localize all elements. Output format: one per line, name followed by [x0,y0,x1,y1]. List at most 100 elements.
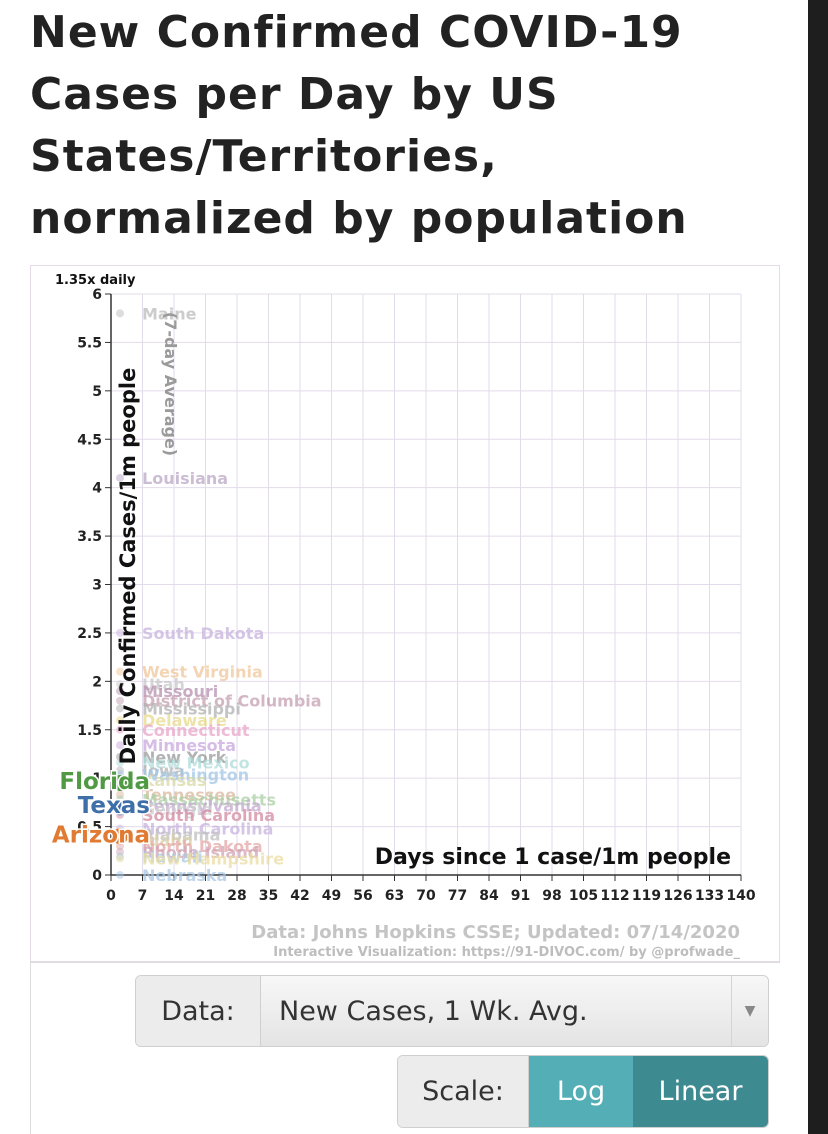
series-label: Louisiana [142,469,228,488]
y-tick-label: 5.5 [77,335,102,351]
series-label: Connecticut [142,721,250,740]
series-point [112,775,128,792]
divider [30,962,31,1134]
scrollbar[interactable] [808,0,828,1134]
x-tick-label: 140 [726,888,755,904]
series-label: New Mexico [142,754,250,773]
series-point [116,667,124,676]
series-label: Arizona [52,822,150,848]
chart-svg: 0 7 14 21 28 35 42 49 56 63 70 77 84 91 98 105 112 119 126… [50,273,756,960]
x-tick-label: 105 [569,888,598,904]
page-title: New Confirmed COVID-19 Cases per Day by … [30,7,688,244]
series-label: Idaho [142,831,193,850]
x-tick-label: 91 [511,888,530,904]
series-label: Minnesota [142,736,236,755]
y-tick-label: 3.5 [77,529,102,545]
series-point [112,799,128,816]
data-label: Data: [136,976,261,1046]
y-tick-label: 5 [92,384,102,400]
series-label: New York [142,748,227,767]
scale-selector: Scale: Log Linear [397,1055,769,1128]
data-selector[interactable]: Data: New Cases, 1 Wk. Avg. ▼ [135,975,769,1047]
series-label: South Carolina [142,806,275,825]
x-tick-label: 49 [322,888,341,904]
series-label: Georgia [142,800,213,819]
y-tick-label: 3 [92,578,102,594]
x-tick-label: 35 [259,888,278,904]
divider [30,962,780,963]
series-label: District of Columbia [142,692,322,711]
x-tick-label: 56 [353,888,372,904]
x-tick-label: 98 [542,888,561,904]
series-point [116,716,124,725]
source-note: Data: Johns Hopkins CSSE; Updated: 07/14… [251,922,740,943]
data-select-value: New Cases, 1 Wk. Avg. [279,995,588,1027]
corner-label: 1.35x daily [55,273,136,288]
series-label: South Dakota [142,624,264,643]
series-point [116,309,124,318]
series-label: Alabama [142,825,220,844]
grid [110,293,742,876]
linear-scale-button[interactable]: Linear [633,1056,768,1127]
y-tick-label: 2 [92,674,102,690]
data-select[interactable]: New Cases, 1 Wk. Avg. ▼ [261,976,768,1046]
series-point [116,871,124,879]
series-point [116,854,124,863]
chevron-down-icon[interactable]: ▼ [731,976,768,1046]
series-label: Delaware [142,711,227,730]
series-label: New Hampshire [142,850,284,869]
y-tick-label: 0.5 [77,820,102,836]
series-label: Nebraska [142,866,227,885]
series-label: Texas [78,793,150,819]
axes: 0 7 14 21 28 35 42 49 56 63 70 77 84 91 98 105 112 119 126… [77,287,756,904]
x-tick-label: 0 [106,888,116,904]
x-axis-label: Days since 1 case/1m people [375,845,731,870]
y-tick-label: 4.5 [77,432,102,448]
series-point [116,704,124,713]
series-label: North Carolina [142,820,273,839]
series-label: Tennessee [142,786,236,805]
y-axis-sublabel: (7-day Average) [161,312,180,456]
credit-note: Interactive Visualization: https://91-DI… [273,945,740,960]
series-label: Maine [142,304,197,323]
series-point [116,680,124,689]
series-point [116,687,124,696]
series-point [116,725,124,734]
series-label: Iowa [142,761,185,780]
x-tick-label: 28 [227,888,246,904]
series-point [116,628,124,637]
x-tick-label: 63 [385,888,404,904]
series-point [112,828,128,845]
y-tick-label: 0 [92,868,102,884]
x-tick-label: 133 [695,888,724,904]
x-tick-label: 77 [448,888,467,904]
series-label: Missouri [142,682,218,701]
x-tick-label: 112 [600,888,629,904]
y-tick-label: 1.5 [77,723,102,739]
series-label: North Dakota [142,837,263,856]
series-label: Rhode Island [142,843,259,862]
x-tick-label: 70 [416,888,436,904]
x-tick-label: 42 [290,888,309,904]
series-point [116,473,124,482]
x-tick-label: 21 [196,888,215,904]
series-label: Pennsylvania [142,796,262,815]
y-tick-label: 4 [92,481,102,497]
series-point [116,696,124,705]
log-scale-button[interactable]: Log [529,1056,633,1127]
x-tick-label: 14 [164,888,184,904]
series-label: Massachusetts [142,790,276,809]
y-tick-label: 1 [92,771,102,787]
series-label: Hawaii [142,848,203,867]
series-point [116,758,124,767]
scale-label: Scale: [398,1056,529,1127]
x-tick-label: 126 [663,888,692,904]
series-label: Mississippi [142,699,241,718]
y-tick-label: 2.5 [77,626,102,642]
y-tick-label: 6 [92,287,102,303]
series-point [116,741,124,750]
series-label: Washington [142,765,249,784]
x-tick-label: 7 [138,888,148,904]
series-label: Florida [59,769,150,795]
series-label: Kansas [142,771,206,790]
